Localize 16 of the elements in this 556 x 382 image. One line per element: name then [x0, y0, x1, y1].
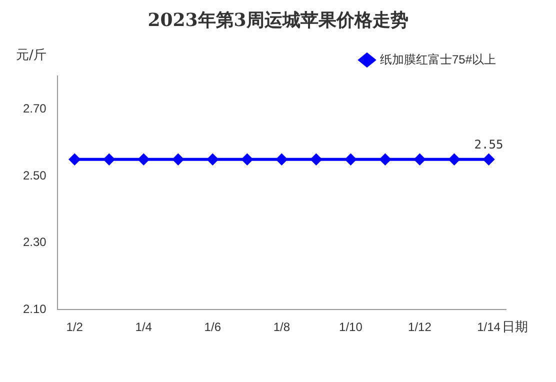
y-tick-label: 2.10 [22, 302, 47, 316]
x-tick-label: 1/12 [408, 320, 432, 334]
legend-label: 纸加膜红富士75#以上 [380, 52, 496, 66]
x-tick-label: 1/2 [66, 320, 84, 334]
x-tick-label: 1/6 [204, 320, 222, 334]
chart-title: 2023年第3周运城苹果价格走势 [146, 9, 410, 32]
x-tick-label: 1/14 [477, 320, 501, 334]
x-tick-label: 1/4 [135, 320, 152, 334]
x-tick-label: 1/10 [339, 320, 363, 334]
y-axis-title: 元/斤 [16, 47, 46, 64]
data-label: 2.55 [474, 138, 504, 152]
y-tick-label: 2.70 [22, 102, 47, 116]
x-tick-label: 1/8 [273, 320, 290, 334]
x-axis-title: 日期 [502, 319, 528, 336]
y-tick-label: 2.50 [22, 168, 47, 182]
y-tick-label: 2.30 [22, 235, 47, 250]
